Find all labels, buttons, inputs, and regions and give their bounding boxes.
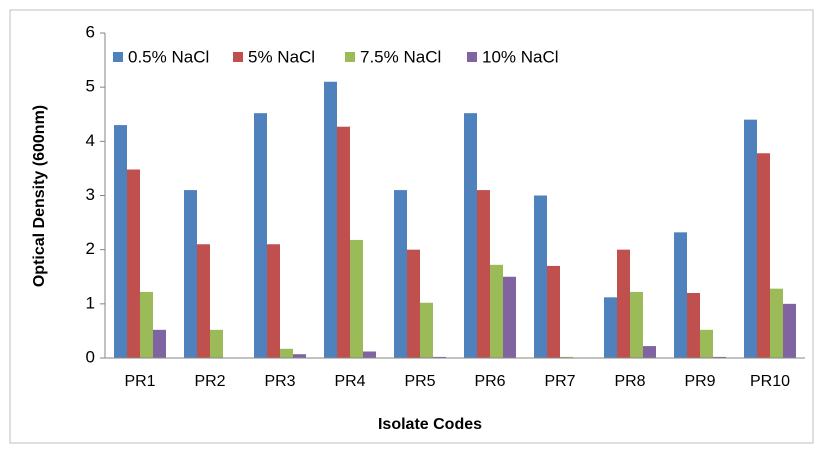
bar <box>293 354 306 358</box>
bar <box>127 169 140 358</box>
bar <box>337 126 350 358</box>
x-tick-label: PR7 <box>544 373 575 390</box>
x-tick-label: PR8 <box>614 373 645 390</box>
bar <box>114 125 127 358</box>
y-tick-label: 6 <box>86 22 95 41</box>
y-tick-label: 4 <box>86 131 95 150</box>
bar <box>184 190 197 358</box>
bar <box>267 244 280 358</box>
bar <box>744 119 757 359</box>
bar <box>324 81 337 358</box>
chart-frame <box>9 9 814 444</box>
bar <box>547 265 560 358</box>
bar <box>280 348 293 358</box>
bar <box>433 356 446 358</box>
bar <box>407 249 420 358</box>
y-axis-title: Optical Density (600nm) <box>31 105 48 287</box>
bar <box>783 303 796 358</box>
x-tick-label: PR10 <box>750 373 790 390</box>
x-tick-label: PR1 <box>124 373 155 390</box>
legend-label: 5% NaCl <box>248 47 315 66</box>
bar <box>140 291 153 358</box>
bar <box>713 356 726 358</box>
legend-swatch <box>233 52 243 62</box>
x-tick-label: PR5 <box>404 373 435 390</box>
bar <box>687 293 700 358</box>
legend-swatch <box>113 52 123 62</box>
legend-label: 10% NaCl <box>482 47 559 66</box>
y-tick-label: 1 <box>86 293 95 312</box>
x-tick-label: PR6 <box>474 373 505 390</box>
bar <box>464 113 477 359</box>
bar <box>503 276 516 358</box>
legend-label: 0.5% NaCl <box>128 47 209 66</box>
legend-swatch <box>467 52 477 62</box>
bar <box>350 239 363 358</box>
bar <box>674 232 687 358</box>
bar <box>363 351 376 358</box>
x-axis-title: Isolate Codes <box>378 416 482 433</box>
y-tick-label: 5 <box>86 77 95 96</box>
bar <box>490 264 503 358</box>
bar <box>420 302 433 358</box>
legend-swatch <box>345 52 355 62</box>
y-tick-label: 0 <box>86 347 95 366</box>
bar <box>560 356 573 358</box>
bar <box>770 288 783 358</box>
legend-label: 7.5% NaCl <box>360 47 441 66</box>
bar <box>534 195 547 358</box>
bar <box>617 249 630 358</box>
bar <box>757 153 770 358</box>
bar <box>153 329 166 358</box>
bar <box>700 329 713 358</box>
x-tick-label: PR4 <box>334 373 365 390</box>
bar <box>210 329 223 358</box>
bar <box>477 190 490 358</box>
bar <box>254 113 267 359</box>
x-tick-label: PR9 <box>684 373 715 390</box>
bar <box>630 291 643 358</box>
bar <box>604 297 617 358</box>
bar <box>197 244 210 358</box>
y-tick-label: 2 <box>86 239 95 258</box>
bar <box>394 190 407 358</box>
x-tick-label: PR2 <box>194 373 225 390</box>
y-tick-label: 3 <box>86 185 95 204</box>
bar <box>643 346 656 358</box>
x-tick-label: PR3 <box>264 373 295 390</box>
